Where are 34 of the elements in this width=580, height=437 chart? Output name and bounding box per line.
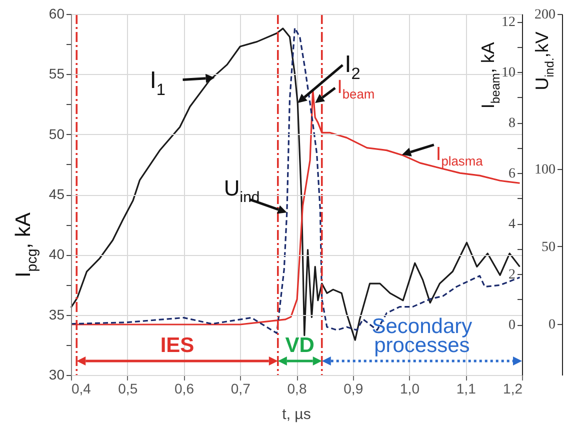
y-tick-label: 45 [48, 186, 65, 202]
x-tick-label: 1,1 [456, 380, 476, 396]
y2-tick-label: 12 [502, 15, 516, 30]
y2-tick-label: 2 [508, 268, 516, 283]
y-tick-label: 35 [48, 306, 65, 322]
x-tick-label: 0,8 [287, 380, 307, 396]
x-tick-label: 0,4 [72, 380, 92, 396]
x-tick-label: 0,6 [174, 380, 194, 396]
y-tick-label: 55 [48, 66, 65, 82]
x-tick-label: 1,0 [400, 380, 420, 396]
x-tick-label: 0,7 [230, 380, 251, 396]
y3-tick-label: 0 [548, 317, 556, 332]
annotation: IES [160, 334, 194, 357]
y-tick-label: 60 [48, 6, 65, 22]
x-tick-label: 0,9 [344, 380, 364, 396]
y3-tick-label: 100 [534, 162, 556, 178]
y2-tick-label: 4 [508, 217, 516, 232]
annotation: I$_{1}$ [150, 66, 166, 99]
y-tick-label: 30 [48, 366, 65, 382]
annotation: Secondary processes [372, 315, 473, 357]
annotation: I$_{2}$ [344, 51, 360, 84]
x-tick-label: 0,5 [118, 380, 138, 396]
y2-tick-label: 0 [508, 318, 516, 334]
x-axis-title: t, µs [282, 406, 311, 423]
y-tick-label: 50 [48, 126, 65, 142]
y2-tick-label: 10 [502, 66, 516, 81]
y2-tick-label: 8 [508, 116, 516, 132]
y3-tick-label: 200 [534, 8, 556, 22]
y3-tick-label: 50 [542, 240, 556, 255]
y-tick-label: 40 [48, 246, 65, 262]
annotation: VD [285, 334, 314, 357]
annotation: I$_{plasma}$ [436, 144, 484, 168]
x-tick-label: 1,2 [503, 380, 523, 396]
y2-tick-label: 6 [508, 166, 516, 182]
